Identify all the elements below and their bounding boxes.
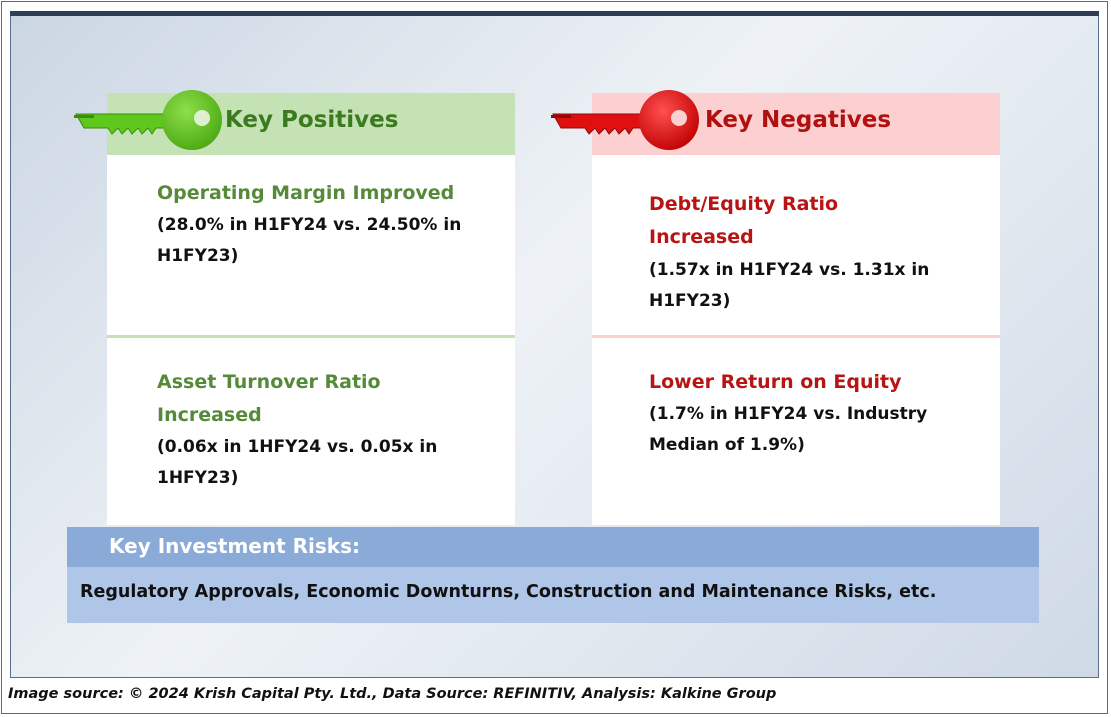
key-investment-risks-title: Key Investment Risks: — [109, 534, 360, 558]
negative-item-title: Debt/Equity Ratio Increased — [649, 188, 979, 254]
positive-card-asset-turnover: Asset Turnover Ratio Increased (0.06x in… — [107, 338, 515, 525]
negative-divider — [592, 335, 1000, 338]
title-line: Increased — [157, 404, 262, 426]
negative-card-return-on-equity: Lower Return on Equity (1.7% in H1FY24 v… — [592, 338, 1000, 525]
positive-item-detail: (28.0% in H1FY24 vs. 24.50% in H1FY23) — [157, 210, 487, 272]
detail-line: H1FY23) — [157, 246, 239, 266]
detail-line: (1.7% in H1FY24 vs. Industry — [649, 404, 928, 424]
positive-item-title: Asset Turnover Ratio Increased — [157, 366, 487, 432]
positive-item-detail: (0.06x in 1HFY24 vs. 0.05x in 1HFY23) — [157, 432, 487, 494]
detail-line: (1.57x in H1FY24 vs. 1.31x in — [649, 260, 930, 280]
key-investment-risks-body: Regulatory Approvals, Economic Downturns… — [67, 567, 1039, 623]
positive-divider — [107, 335, 515, 338]
image-source-footer: Image source: © 2024 Krish Capital Pty. … — [8, 686, 777, 702]
red-key-icon — [551, 90, 699, 150]
negative-card-debt-equity: Debt/Equity Ratio Increased (1.57x in H1… — [592, 155, 1000, 335]
positive-card-operating-margin: Operating Margin Improved (28.0% in H1FY… — [107, 155, 515, 335]
negative-item-detail: (1.7% in H1FY24 vs. Industry Median of 1… — [649, 399, 979, 461]
negative-item-title: Lower Return on Equity — [649, 371, 902, 393]
key-positives-title: Key Positives — [225, 107, 399, 133]
title-line: Asset Turnover Ratio — [157, 371, 381, 393]
detail-line: (0.06x in 1HFY24 vs. 0.05x in — [157, 437, 438, 457]
green-key-icon — [74, 90, 222, 150]
detail-line: Median of 1.9%) — [649, 435, 805, 455]
key-negatives-column: Key Negatives Debt/Equity Ratio Increase… — [592, 93, 1000, 525]
detail-line: (28.0% in H1FY24 vs. 24.50% in — [157, 215, 462, 235]
title-line: Increased — [649, 226, 754, 248]
positive-item-title: Operating Margin Improved — [157, 182, 455, 204]
key-positives-column: Key Positives Operating Margin Improved … — [107, 93, 515, 525]
title-line: Debt/Equity Ratio — [649, 193, 839, 215]
detail-line: 1HFY23) — [157, 468, 239, 488]
key-investment-risks-text: Regulatory Approvals, Economic Downturns… — [80, 582, 937, 602]
key-investment-risks-header: Key Investment Risks: — [67, 527, 1039, 567]
detail-line: H1FY23) — [649, 291, 731, 311]
key-negatives-title: Key Negatives — [705, 107, 892, 133]
panel-top-bar — [10, 11, 1099, 16]
negative-item-detail: (1.57x in H1FY24 vs. 1.31x in H1FY23) — [649, 255, 979, 317]
